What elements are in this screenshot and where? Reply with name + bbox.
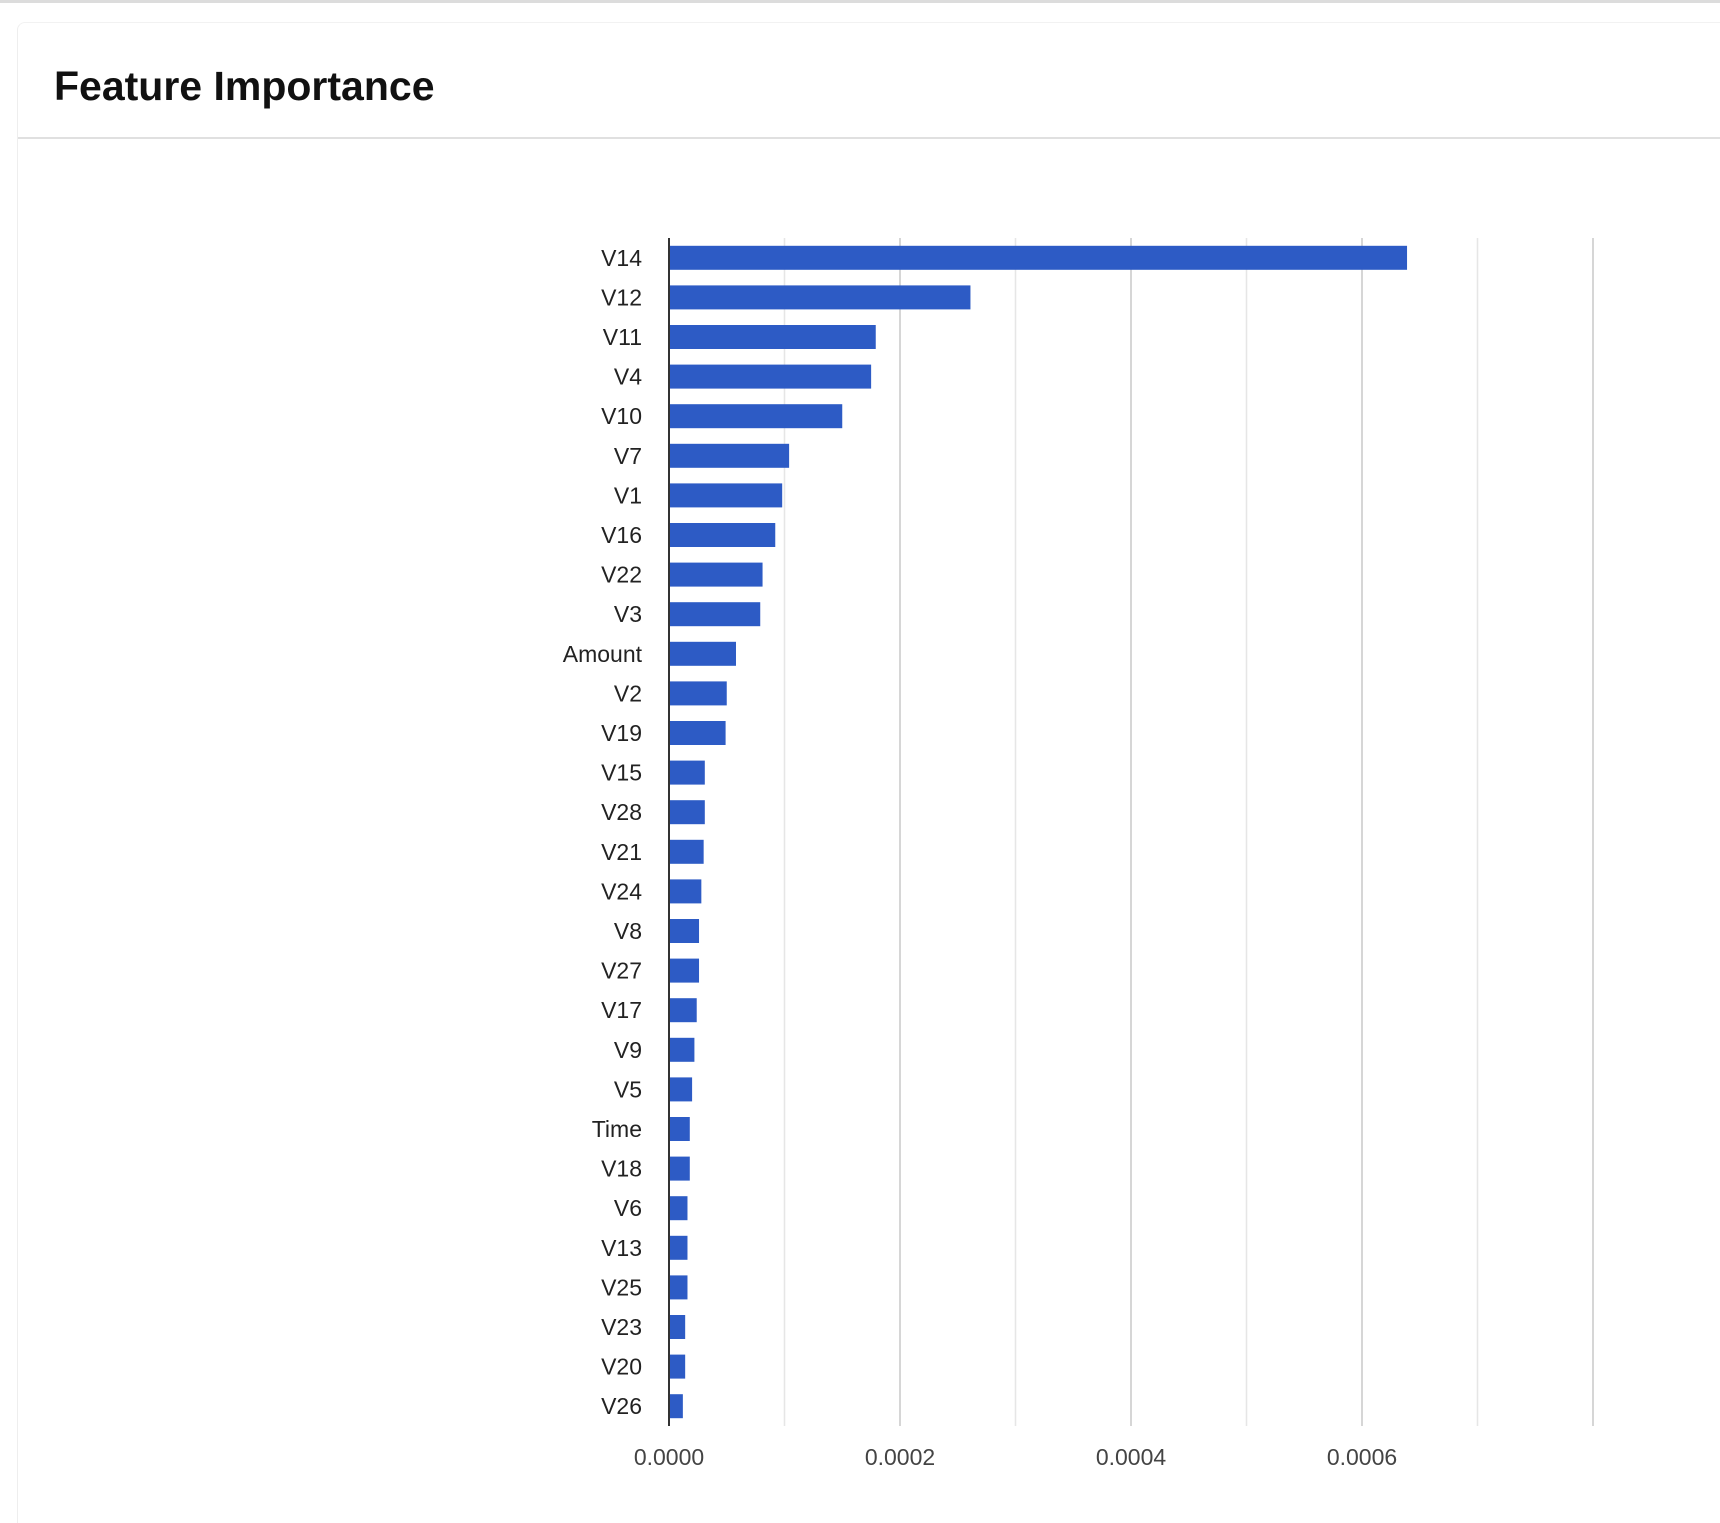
category-labels: V14 V12 V11 V4 V10 V7 V1 V16 V22 V3 Amount V2 V19 V15… — [563, 245, 643, 1419]
category-label: V27 — [601, 958, 642, 984]
bar-v25 — [669, 1275, 688, 1300]
top-border — [0, 0, 1720, 3]
category-label: V4 — [614, 364, 642, 390]
gridlines — [783, 238, 1594, 1426]
category-label: V2 — [614, 680, 642, 706]
bar-v14 — [669, 245, 1408, 270]
x-tick-labels: 0.0000 0.0002 0.0004 0.0006 — [634, 1444, 1397, 1470]
category-label: V28 — [601, 799, 642, 825]
bar-v10 — [669, 404, 843, 429]
bar-amount — [669, 641, 736, 666]
bar-v5 — [669, 1077, 693, 1102]
bar-v13 — [669, 1235, 688, 1260]
category-label: V14 — [601, 245, 642, 271]
category-label: V13 — [601, 1235, 642, 1261]
category-label: V18 — [601, 1156, 642, 1182]
bar-v15 — [669, 760, 705, 785]
bar-v20 — [669, 1354, 686, 1379]
feature-importance-card: Feature Importance — [17, 22, 1720, 1523]
bars — [669, 245, 1408, 1419]
category-label: V9 — [614, 1037, 642, 1063]
category-label: V5 — [614, 1076, 642, 1102]
category-label: V24 — [601, 878, 642, 904]
category-label: V17 — [601, 997, 642, 1023]
category-label: V19 — [601, 720, 642, 746]
bar-v4 — [669, 364, 872, 389]
category-label: V3 — [614, 601, 642, 627]
bar-v22 — [669, 562, 763, 587]
category-label: V10 — [601, 403, 642, 429]
bar-v8 — [669, 919, 700, 943]
bar-v23 — [669, 1315, 686, 1339]
bar-v17 — [669, 998, 697, 1023]
bar-v19 — [669, 721, 726, 745]
bar-v18 — [669, 1156, 690, 1181]
category-label: V6 — [614, 1195, 642, 1221]
x-tick-label: 0.0004 — [1096, 1444, 1167, 1470]
bar-v3 — [669, 602, 761, 627]
category-label: Time — [592, 1116, 642, 1142]
bar-v12 — [669, 285, 971, 310]
bar-v28 — [669, 800, 705, 825]
category-label: V25 — [601, 1274, 642, 1300]
category-label: V1 — [614, 482, 642, 508]
category-label: V23 — [601, 1314, 642, 1340]
category-label: Amount — [563, 641, 643, 667]
bar-v21 — [669, 839, 704, 864]
category-label: V16 — [601, 522, 642, 548]
card-title: Feature Importance — [54, 63, 435, 109]
category-label: V8 — [614, 918, 642, 944]
bar-v1 — [669, 483, 783, 508]
bar-v16 — [669, 523, 776, 547]
category-label: V21 — [601, 839, 642, 865]
category-label: V15 — [601, 760, 642, 786]
category-label: V20 — [601, 1354, 642, 1380]
x-tick-label: 0.0000 — [634, 1444, 704, 1470]
bar-v11 — [669, 325, 876, 349]
header-divider — [18, 137, 1720, 139]
bar-v24 — [669, 879, 702, 904]
bar-v7 — [669, 443, 790, 468]
category-label: V22 — [601, 562, 642, 588]
bar-v2 — [669, 681, 727, 706]
x-tick-label: 0.0006 — [1327, 1444, 1397, 1470]
category-label: V7 — [614, 443, 642, 469]
x-tick-label: 0.0002 — [865, 1444, 935, 1470]
category-label: V12 — [601, 284, 642, 310]
bar-v26 — [669, 1394, 683, 1419]
category-label: V11 — [603, 324, 642, 350]
bar-time — [669, 1117, 690, 1141]
bar-v9 — [669, 1037, 695, 1062]
bar-v27 — [669, 958, 700, 983]
category-label: V26 — [601, 1393, 642, 1419]
bar-v6 — [669, 1196, 688, 1221]
